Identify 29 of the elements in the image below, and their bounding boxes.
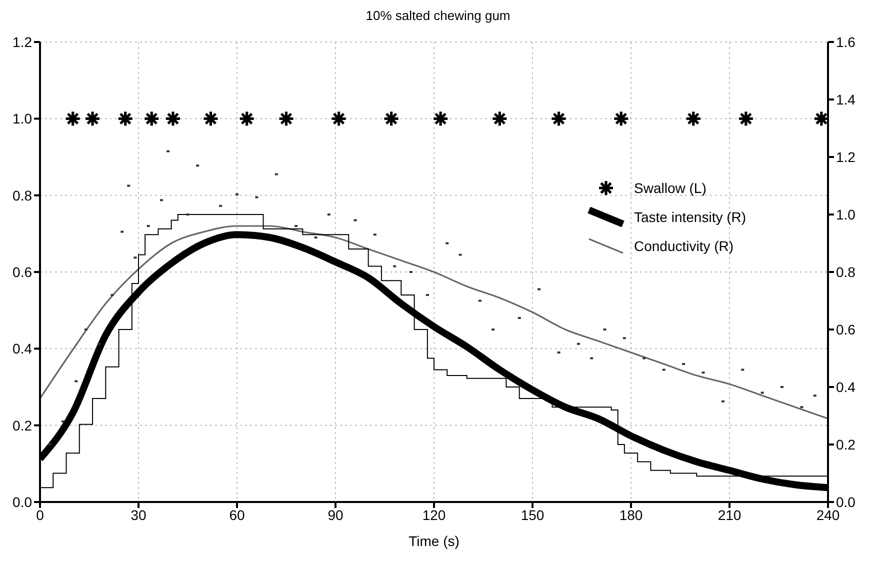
y-tick-label: 0.6 [12, 264, 32, 280]
y-tick-label: 1.2 [12, 34, 32, 50]
x-tick-label: 30 [130, 506, 146, 523]
y2-tick-label: 0.2 [836, 436, 856, 452]
x-tick-label: 180 [619, 506, 643, 523]
y-tick-label: 0.0 [12, 494, 32, 510]
y2-tick-label: 0.4 [836, 378, 856, 395]
legend-label: Swallow (L) [634, 180, 706, 196]
y-tick-label: 0.8 [12, 187, 32, 204]
y2-tick-label: 1.6 [836, 34, 856, 50]
y2-tick-label: 0.6 [836, 321, 856, 338]
y2-tick-label: 1.0 [836, 206, 856, 222]
x-tick-label: 0 [36, 506, 44, 523]
y-tick-label: 0.4 [12, 340, 32, 357]
x-tick-label: 210 [718, 506, 742, 523]
x-tick-label: 150 [520, 506, 544, 523]
x-tick-label: 60 [229, 506, 245, 523]
y2-tick-label: 1.2 [836, 148, 856, 165]
legend-label: Taste intensity (R) [634, 208, 746, 224]
y2-tick-label: 0.8 [836, 264, 856, 280]
legend-label: Conductivity (R) [634, 238, 734, 254]
x-tick-label: 90 [328, 506, 344, 523]
x-tick-label: 120 [422, 506, 446, 523]
y2-tick-label: 1.4 [836, 91, 856, 108]
y-tick-label: 1.0 [12, 110, 32, 127]
y-tick-label: 0.2 [12, 417, 32, 434]
x-axis-title: Time (s) [408, 533, 460, 549]
line-series [40, 225, 828, 420]
chart-title: 10% salted chewing gum [364, 8, 512, 25]
